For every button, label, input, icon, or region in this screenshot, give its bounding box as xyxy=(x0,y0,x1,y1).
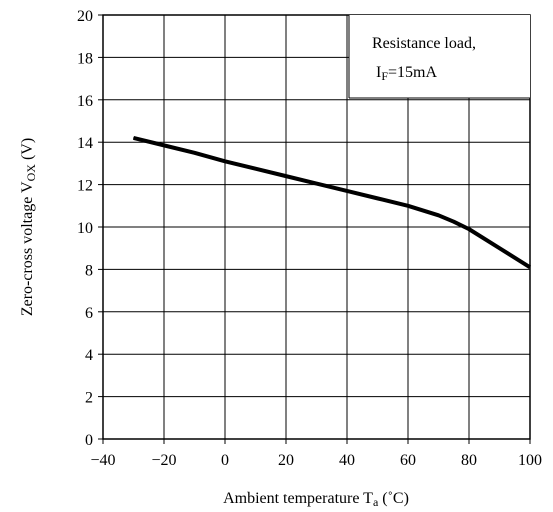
x-tick-label: 40 xyxy=(339,452,355,469)
y-axis-title-unit: (V) xyxy=(19,138,36,164)
data-point xyxy=(468,228,470,230)
series-line xyxy=(133,136,532,269)
data-point xyxy=(438,214,439,216)
annotation-current-symbol: I xyxy=(376,64,381,81)
y-tick-label: 20 xyxy=(77,8,93,25)
annotation-current-value: =15mA xyxy=(388,64,437,81)
annotation-current-subscript: F xyxy=(381,69,388,83)
annotation-line-1: Resistance load, xyxy=(372,35,476,52)
x-axis-title-subscript: a xyxy=(373,495,379,509)
data-point xyxy=(224,160,226,162)
y-tick-labels: 0 2 4 6 8 10 12 14 16 18 20 xyxy=(77,8,93,449)
x-axis-title-main: Ambient temperature T xyxy=(223,490,373,507)
x-tick-label: 0 xyxy=(221,452,229,469)
data-point xyxy=(316,183,317,185)
y-tick-label: 12 xyxy=(77,178,93,195)
annotation-box xyxy=(349,15,530,98)
data-point xyxy=(407,205,409,207)
x-tick-label: 20 xyxy=(278,452,294,469)
x-tick-label: 100 xyxy=(518,452,542,469)
series-group xyxy=(133,136,532,269)
data-point xyxy=(133,137,134,139)
y-axis-title-main: Zero-cross voltage V xyxy=(19,181,36,316)
y-axis-title-subscript: OX xyxy=(24,164,38,182)
data-point xyxy=(163,144,165,146)
y-tick-label: 4 xyxy=(85,347,93,364)
x-tick-label: −20 xyxy=(151,452,176,469)
x-tick-labels: −40 −20 0 20 40 60 80 100 xyxy=(90,452,542,469)
data-point xyxy=(255,168,256,170)
data-point xyxy=(529,266,531,268)
y-tick-label: 10 xyxy=(77,220,93,237)
data-point xyxy=(285,175,287,177)
data-point xyxy=(346,190,348,192)
data-point xyxy=(499,247,500,249)
x-axis-title: Ambient temperature Ta (˚C) xyxy=(223,490,409,509)
y-tick-label: 18 xyxy=(77,50,93,67)
data-point xyxy=(194,152,195,154)
y-tick-label: 0 xyxy=(85,432,93,449)
y-tick-label: 6 xyxy=(85,305,93,322)
x-axis-title-unit: (˚C) xyxy=(378,490,409,507)
data-point xyxy=(453,221,455,223)
y-tick-label: 16 xyxy=(77,93,93,110)
y-axis-title: Zero-cross voltage VOX (V) xyxy=(19,138,38,316)
plot-frame xyxy=(102,14,531,440)
y-tick-label: 2 xyxy=(85,390,93,407)
annotation-line-2: IF=15mA xyxy=(376,64,437,83)
data-point xyxy=(377,197,378,199)
x-tick-label: −40 xyxy=(90,452,115,469)
x-tick-label: 80 xyxy=(461,452,477,469)
y-tick-label: 8 xyxy=(85,262,93,279)
y-tick-label: 14 xyxy=(77,135,93,152)
x-tick-label: 60 xyxy=(400,452,416,469)
